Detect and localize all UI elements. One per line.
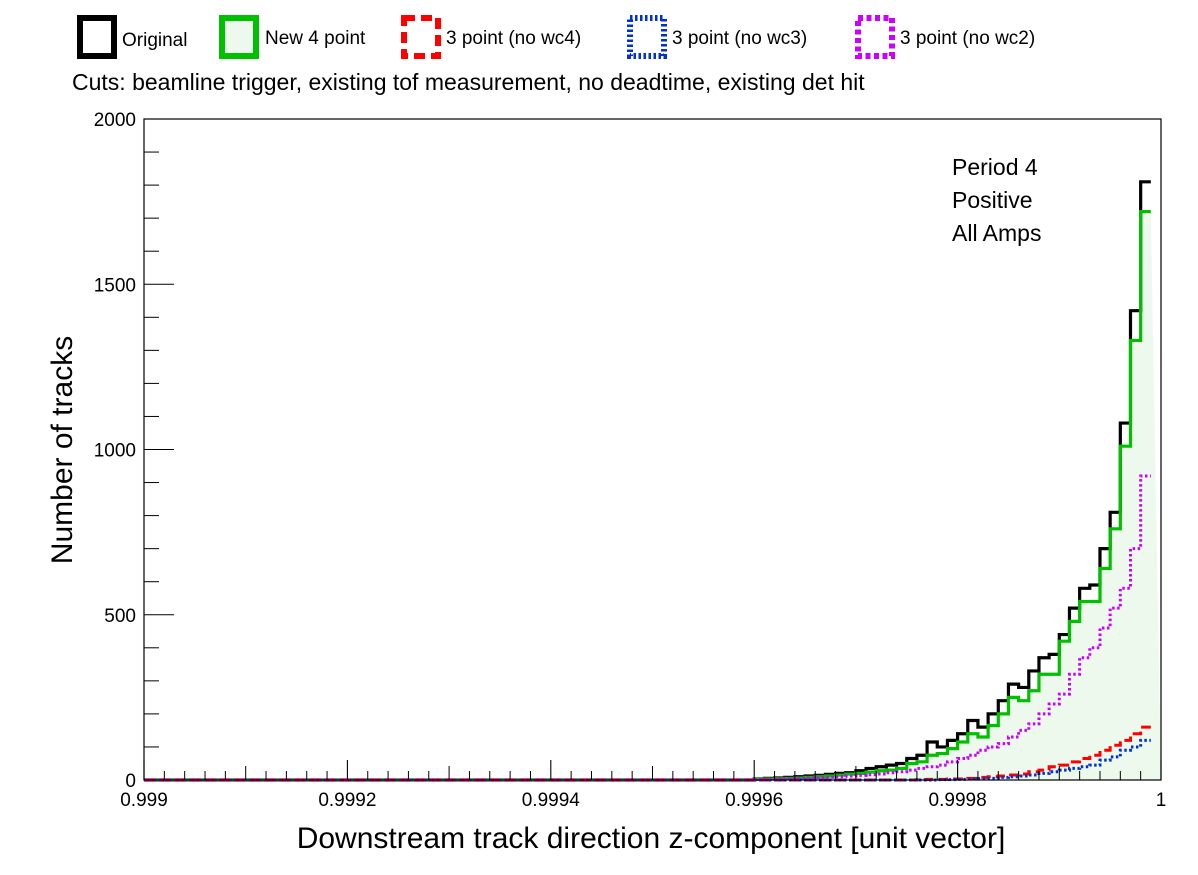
y-tick-label: 2000 [94,110,136,131]
x-tick-label: 0.9992 [318,790,376,811]
y-tick-label: 1500 [94,275,136,296]
annotation-amps: All Amps [952,220,1041,246]
series-line-new-4-point [144,209,1151,782]
annotation-box: Period 4 Positive All Amps [952,154,1041,246]
axis-ticks: 0.999 0.9992 0.9994 0.9996 0.9998 1 0 500 1000 15… [94,110,1167,811]
legend: Original New 4 point 3 point (no wc4) 3 … [77,15,1035,59]
legend-swatch-no-wc2 [855,15,895,59]
y-axis-title: Number of tracks [46,336,79,564]
x-axis-title: Downstream track direction z-component [… [297,822,1006,855]
legend-label-no-wc2: 3 point (no wc2) [900,28,1035,49]
y-tick-label: 1000 [94,441,136,462]
series-lines [144,180,1151,782]
legend-label-new-4-point: New 4 point [265,28,366,49]
legend-label-no-wc3: 3 point (no wc3) [672,28,807,49]
legend-swatch-no-wc4 [401,15,441,59]
legend-item-original: Original [77,15,187,59]
y-tick-label: 0 [125,771,136,792]
x-tick-label: 0.9996 [725,790,783,811]
legend-swatch-original [77,15,117,59]
x-tick-label: 0.9998 [929,790,987,811]
legend-item-no-wc3: 3 point (no wc3) [627,15,807,59]
legend-item-no-wc4: 3 point (no wc4) [401,15,581,59]
cuts-subtitle: Cuts: beamline trigger, existing tof mea… [72,69,865,95]
x-tick-label: 0.9994 [522,790,581,811]
series-fills [144,211,1161,781]
series-line-3-point-no-wc4 [144,725,1151,782]
legend-item-no-wc2: 3 point (no wc2) [855,15,1035,59]
x-tick-label: 0.999 [120,790,168,811]
series-line-original [144,180,1151,782]
annotation-period: Period 4 [952,154,1038,180]
annotation-charge: Positive [952,187,1033,213]
legend-swatch-new-4-point [219,15,259,59]
series-line-3-point-no-wc2 [144,474,1151,782]
legend-swatch-no-wc3 [627,15,667,59]
y-tick-label: 500 [104,606,136,627]
plot-frame [143,118,1162,781]
series-fill-new-4-point [144,211,1161,781]
x-tick-label: 1 [1156,790,1167,811]
legend-label-original: Original [122,30,187,51]
legend-label-no-wc4: 3 point (no wc4) [446,28,581,49]
legend-item-new-4-point: New 4 point [219,15,366,59]
